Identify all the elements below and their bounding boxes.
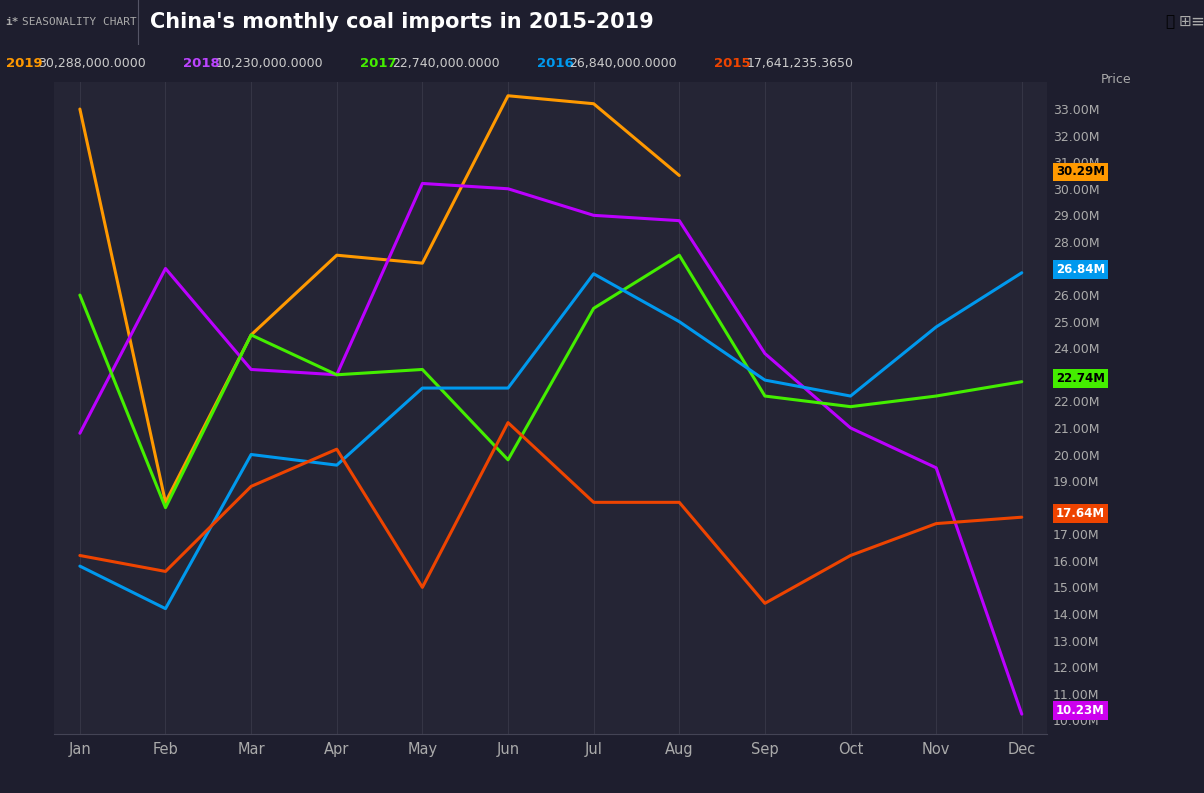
Text: Price: Price	[1102, 74, 1132, 86]
Text: 22.74M: 22.74M	[1056, 372, 1105, 385]
Text: 2015: 2015	[714, 57, 750, 71]
Text: 26.84M: 26.84M	[1056, 262, 1105, 276]
Text: 10,230,000.0000: 10,230,000.0000	[216, 57, 323, 71]
Text: 17.64M: 17.64M	[1056, 508, 1105, 520]
Text: 17,641,235.3650: 17,641,235.3650	[746, 57, 854, 71]
Text: China's monthly coal imports in 2015-2019: China's monthly coal imports in 2015-201…	[150, 12, 654, 32]
Text: 2019: 2019	[6, 57, 42, 71]
Text: SEASONALITY CHART: SEASONALITY CHART	[22, 17, 136, 27]
Text: 2016: 2016	[537, 57, 574, 71]
Text: 2017: 2017	[360, 57, 396, 71]
Text: 📈: 📈	[1165, 14, 1175, 29]
Text: 2018: 2018	[183, 57, 220, 71]
Text: 30,288,000.0000: 30,288,000.0000	[39, 57, 146, 71]
Text: 10.23M: 10.23M	[1056, 704, 1105, 717]
Text: ≡: ≡	[1190, 13, 1204, 31]
Text: 22,740,000.0000: 22,740,000.0000	[393, 57, 500, 71]
Text: i*: i*	[5, 17, 18, 27]
Text: ⊞: ⊞	[1179, 14, 1191, 29]
Text: 30.29M: 30.29M	[1056, 166, 1105, 178]
Text: 26,840,000.0000: 26,840,000.0000	[569, 57, 677, 71]
